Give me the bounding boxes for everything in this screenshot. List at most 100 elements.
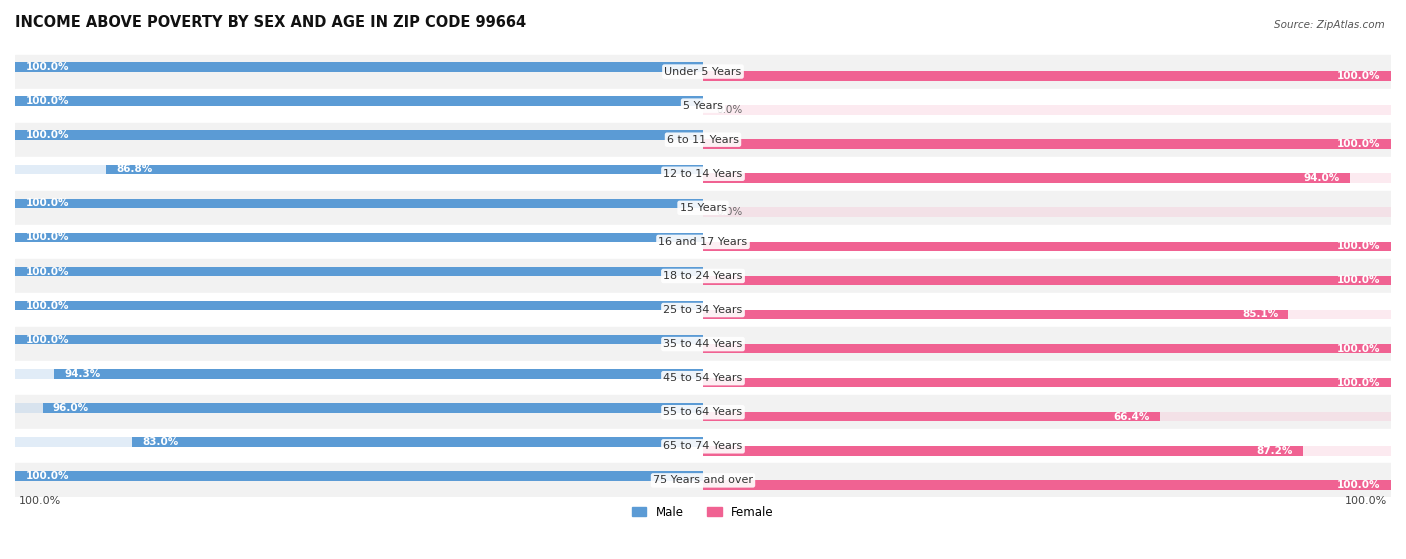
Bar (703, 446, 1391, 456)
Bar (15, 130, 703, 140)
Text: 83.0%: 83.0% (142, 437, 179, 447)
Bar (703, 412, 1160, 421)
Bar (15, 327, 1391, 361)
Text: Source: ZipAtlas.com: Source: ZipAtlas.com (1274, 20, 1385, 30)
Text: 100.0%: 100.0% (25, 130, 69, 140)
Text: 100.0%: 100.0% (1337, 241, 1381, 252)
Text: 86.8%: 86.8% (117, 164, 152, 174)
Bar (703, 310, 1288, 319)
Bar (42, 403, 703, 413)
Bar (15, 191, 1391, 225)
Bar (15, 361, 1391, 395)
Text: 100.0%: 100.0% (25, 96, 69, 106)
Text: 12 to 14 Years: 12 to 14 Years (664, 169, 742, 179)
Bar (15, 429, 1391, 463)
Bar (703, 276, 1391, 285)
Text: 100.0%: 100.0% (1337, 71, 1381, 81)
Text: 100.0%: 100.0% (1346, 496, 1388, 506)
Bar (703, 139, 1391, 149)
Bar (15, 267, 703, 276)
Text: 66.4%: 66.4% (1114, 411, 1150, 421)
Text: 100.0%: 100.0% (1337, 276, 1381, 286)
Bar (15, 96, 703, 106)
Legend: Male, Female: Male, Female (627, 501, 779, 523)
Text: 35 to 44 Years: 35 to 44 Years (664, 339, 742, 349)
Bar (15, 259, 1391, 293)
Text: 100.0%: 100.0% (25, 267, 69, 277)
Text: 15 Years: 15 Years (679, 203, 727, 213)
Text: 65 to 74 Years: 65 to 74 Years (664, 441, 742, 451)
Bar (15, 471, 703, 481)
Text: INCOME ABOVE POVERTY BY SEX AND AGE IN ZIP CODE 99664: INCOME ABOVE POVERTY BY SEX AND AGE IN Z… (15, 15, 526, 30)
Bar (15, 122, 1391, 157)
Bar (15, 335, 703, 344)
Text: 100.0%: 100.0% (1337, 344, 1381, 353)
Text: 100.0%: 100.0% (1337, 480, 1381, 490)
Bar (15, 55, 1391, 88)
Text: 87.2%: 87.2% (1256, 446, 1292, 456)
Text: 100.0%: 100.0% (1337, 139, 1381, 149)
Text: 6 to 11 Years: 6 to 11 Years (666, 135, 740, 145)
Text: 94.0%: 94.0% (1303, 173, 1340, 183)
Bar (15, 395, 1391, 429)
Text: 100.0%: 100.0% (25, 198, 69, 209)
Bar (703, 378, 1391, 387)
Bar (15, 233, 703, 242)
Bar (703, 241, 1391, 251)
Bar (703, 378, 1391, 387)
Text: 55 to 64 Years: 55 to 64 Years (664, 408, 742, 417)
Bar (15, 437, 703, 447)
Text: 18 to 24 Years: 18 to 24 Years (664, 271, 742, 281)
Bar (15, 463, 1391, 498)
Bar (15, 471, 703, 481)
Text: 16 and 17 Years: 16 and 17 Years (658, 237, 748, 247)
Bar (15, 63, 703, 72)
Bar (105, 164, 703, 174)
Bar (703, 71, 1391, 80)
Bar (15, 335, 703, 344)
Bar (703, 412, 1391, 421)
Text: 0.0%: 0.0% (717, 207, 742, 217)
Text: 100.0%: 100.0% (25, 233, 69, 243)
Bar (703, 173, 1350, 183)
Bar (15, 225, 1391, 259)
Text: Under 5 Years: Under 5 Years (665, 67, 741, 77)
Bar (15, 293, 1391, 327)
Bar (15, 157, 1391, 191)
Bar (703, 207, 1391, 217)
Text: 75 Years and over: 75 Years and over (652, 475, 754, 485)
Bar (15, 369, 703, 378)
Text: 94.3%: 94.3% (65, 369, 101, 379)
Bar (703, 446, 1303, 456)
Text: 45 to 54 Years: 45 to 54 Years (664, 373, 742, 383)
Bar (703, 276, 1391, 285)
Bar (703, 344, 1391, 353)
Text: 100.0%: 100.0% (1337, 377, 1381, 387)
Bar (703, 344, 1391, 353)
Text: 85.1%: 85.1% (1241, 310, 1278, 319)
Text: 100.0%: 100.0% (18, 496, 60, 506)
Text: 100.0%: 100.0% (25, 301, 69, 311)
Bar (15, 267, 703, 276)
Bar (703, 241, 1391, 251)
Bar (15, 233, 703, 242)
Bar (703, 480, 1391, 490)
Bar (15, 88, 1391, 122)
Bar (703, 173, 1391, 183)
Bar (703, 310, 1391, 319)
Bar (15, 198, 703, 208)
Bar (15, 130, 703, 140)
Bar (55, 369, 703, 378)
Text: 5 Years: 5 Years (683, 101, 723, 111)
Bar (15, 301, 703, 310)
Text: 100.0%: 100.0% (25, 471, 69, 481)
Bar (15, 96, 703, 106)
Text: 0.0%: 0.0% (717, 105, 742, 115)
Bar (15, 301, 703, 310)
Bar (703, 139, 1391, 149)
Bar (703, 105, 1391, 115)
Bar (703, 71, 1391, 80)
Text: 100.0%: 100.0% (25, 62, 69, 72)
Bar (132, 437, 703, 447)
Text: 100.0%: 100.0% (25, 335, 69, 345)
